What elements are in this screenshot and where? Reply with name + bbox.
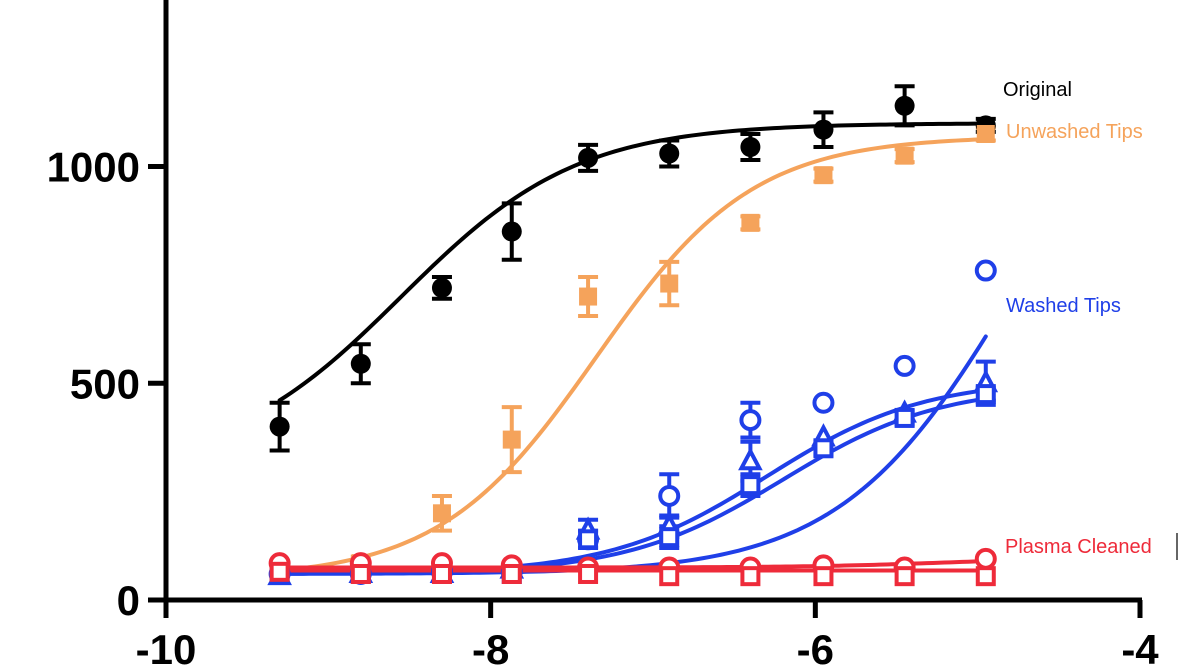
error-bars: [269, 84, 996, 572]
legend: Original Unwashed Tips Washed Tips Plasm…: [1003, 79, 1178, 560]
x-tick-label--6: -6: [797, 626, 834, 671]
point-original-2: [431, 277, 452, 298]
point-unwashed-7: [895, 146, 914, 165]
point-unwashed-2: [502, 430, 521, 449]
point-washed_circle-7: [812, 391, 835, 414]
fit-curve-washed_circle: [277, 334, 988, 576]
point-plasma_square-5: [659, 566, 680, 587]
point-washed_circle-5: [658, 484, 681, 507]
legend-label-original: Original: [1003, 79, 1072, 101]
fit-curve-original: [277, 121, 988, 403]
point-plasma_square-1: [350, 563, 371, 584]
point-original-7: [813, 119, 834, 140]
point-plasma_square-4: [578, 563, 599, 584]
point-original-3: [501, 221, 522, 242]
fit-curve-washed_square: [277, 396, 988, 576]
point-original-8: [894, 95, 915, 116]
point-plasma_square-8: [894, 566, 915, 587]
fit-curves: [277, 121, 988, 576]
legend-label-washed-tips: Washed Tips: [1006, 295, 1121, 317]
point-plasma_square-9: [975, 566, 996, 587]
y-tick-label-500: 500: [70, 360, 140, 407]
point-plasma_square-0: [269, 561, 290, 582]
point-washed_square-5: [659, 527, 680, 548]
legend-label-unwashed-tips: Unwashed Tips: [1006, 121, 1143, 143]
fit-curve-unwashed: [277, 137, 988, 573]
point-original-1: [350, 353, 371, 374]
point-original-5: [659, 143, 680, 164]
point-washed_square-7: [813, 438, 834, 459]
point-washed_square-8: [894, 407, 915, 428]
point-washed_square-4: [578, 529, 599, 550]
point-washed_circle-8: [893, 354, 916, 377]
point-unwashed-4: [660, 274, 679, 293]
point-plasma_square-2: [431, 563, 452, 584]
data-points: [267, 95, 999, 587]
point-plasma_circle-9: [974, 547, 997, 570]
point-original-0: [269, 416, 290, 437]
point-unwashed-6: [814, 166, 833, 185]
point-unwashed-8: [976, 124, 995, 143]
x-tick-label--8: -8: [472, 626, 509, 671]
y-tick-label-1000: 1000: [47, 144, 140, 191]
point-washed_circle-9: [974, 259, 997, 282]
point-washed_triangle-6: [738, 447, 763, 471]
point-washed_circle-6: [739, 409, 762, 432]
point-washed_square-9: [975, 384, 996, 405]
axes: 0 500 1000 -10 -8 -6 -4: [47, 0, 1159, 671]
point-unwashed-3: [579, 287, 598, 306]
point-plasma_square-7: [813, 566, 834, 587]
fit-curve-plasma_circle: [277, 559, 988, 570]
point-unwashed-1: [432, 504, 451, 523]
point-plasma_square-6: [740, 566, 761, 587]
x-tick-label--4: -4: [1121, 626, 1159, 671]
point-washed_square-6: [740, 475, 761, 496]
legend-label-plasma-cleaned: Plasma Cleaned: [1005, 536, 1152, 558]
point-original-4: [578, 147, 599, 168]
x-tick-label--10: -10: [136, 626, 197, 671]
point-plasma_square-3: [501, 563, 522, 584]
fit-curve-washed_triangle: [277, 388, 988, 576]
point-unwashed-5: [741, 213, 760, 232]
point-original-6: [740, 136, 761, 157]
y-tick-label-0: 0: [117, 577, 140, 624]
